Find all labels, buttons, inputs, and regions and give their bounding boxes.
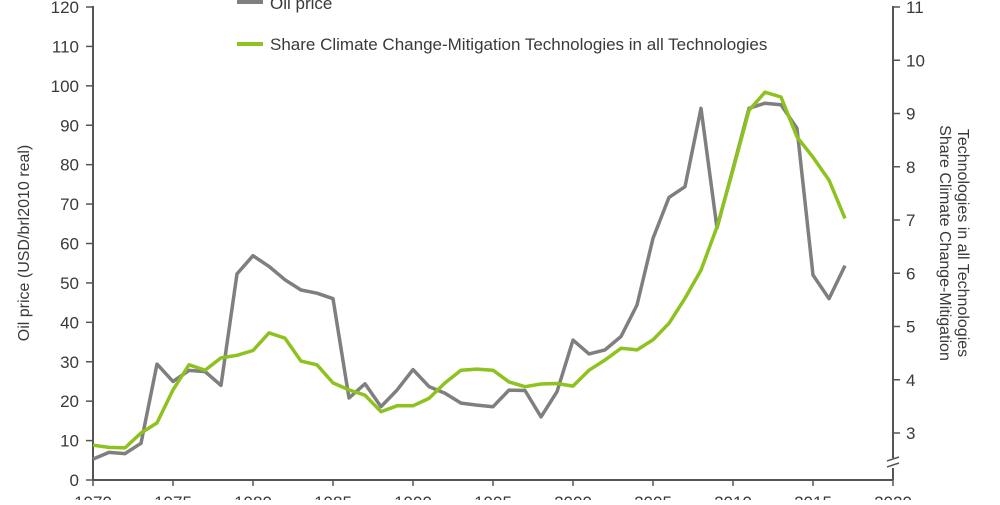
y-axis-label: Oil price (USD/brl2010 real): [16, 145, 33, 342]
y2-tick-label: 10: [906, 51, 925, 70]
axis-break-mark: [886, 456, 900, 462]
y-tick-label: 30: [60, 353, 79, 372]
series-line-oil-price: [92, 101, 847, 461]
y-tick-label: 90: [60, 116, 79, 135]
axis-break-mark: [886, 462, 900, 468]
x-tick-label: 2010: [714, 493, 752, 500]
x-tick-label: 2000: [554, 493, 592, 500]
y2-tick-label: 9: [906, 105, 915, 124]
y-tick-label: 80: [60, 156, 79, 175]
y-tick-label: 70: [60, 195, 79, 214]
y-tick-label: 60: [60, 235, 79, 254]
y2-axis-label-line2: Technologies in all Technologies: [954, 129, 971, 357]
y-tick-label: 120: [51, 0, 79, 17]
x-tick-label: 1985: [314, 493, 352, 500]
y2-axis-label-line1: Share Climate Change-Mitigation: [936, 125, 953, 361]
x-tick-label: 1990: [394, 493, 432, 500]
legend-label-oil-price: Oil price: [270, 0, 332, 13]
y2-tick-label: 3: [906, 424, 915, 443]
y-tick-label: 0: [70, 471, 79, 490]
x-tick-label: 1970: [74, 493, 112, 500]
x-tick-label: 2015: [794, 493, 832, 500]
legend: Oil price Share Climate Change-Mitigatio…: [237, 0, 767, 54]
x-tick-label: 2020: [874, 493, 912, 500]
y2-tick-label: 4: [906, 371, 915, 390]
y2-tick-label: 7: [906, 211, 915, 230]
y-tick-label: 40: [60, 313, 79, 332]
x-tick-label: 1975: [154, 493, 192, 500]
y2-tick-label: 5: [906, 318, 915, 337]
series-line-share-climate-tech: [92, 90, 847, 450]
x-tick-label: 2005: [634, 493, 672, 500]
y2-tick-label: 8: [906, 158, 915, 177]
y-tick-label: 110: [52, 37, 79, 56]
y-tick-label: 100: [51, 77, 79, 96]
y-tick-label: 50: [60, 274, 79, 293]
series-lines: [92, 90, 847, 461]
legend-label-share: Share Climate Change-Mitigation Technolo…: [270, 35, 767, 54]
y-tick-label: 20: [60, 392, 79, 411]
axes: 0 10 20 30 40 50 60 70 80 90 100 110 120 3 4 5 6 7 8 9 10 11 1…: [51, 0, 925, 505]
x-tick-label: 1995: [474, 493, 512, 500]
x-tick-label: 1980: [234, 493, 272, 500]
y-tick-label: 10: [60, 432, 79, 451]
y2-tick-label: 6: [906, 264, 915, 283]
y2-tick-label: 11: [906, 0, 924, 17]
